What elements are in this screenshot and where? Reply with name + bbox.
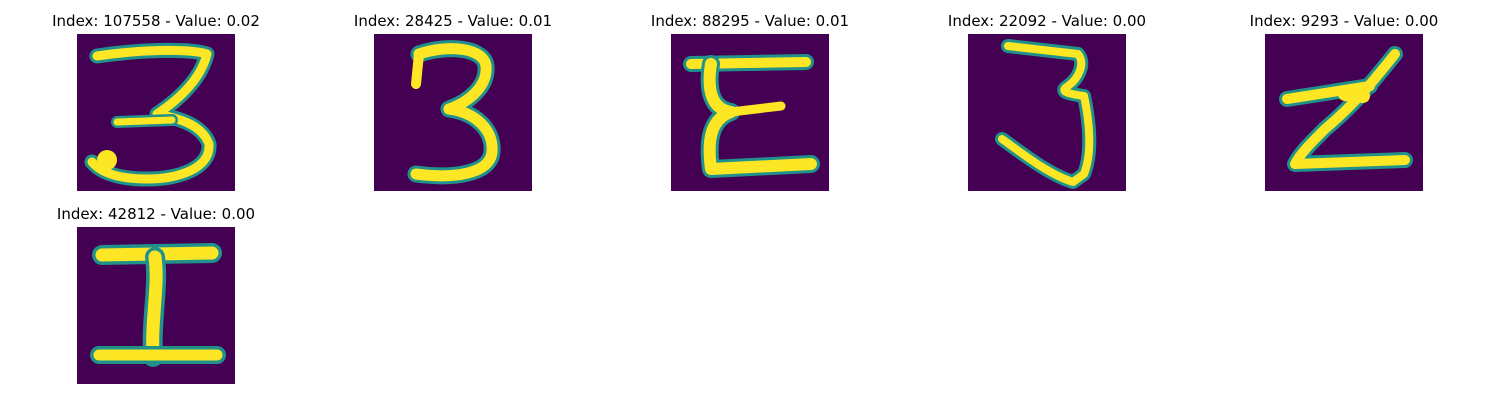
sample-title-6: Index: 42812 - Value: 0.00 [56,205,256,223]
sample-title-5: Index: 9293 - Value: 0.00 [1249,12,1439,30]
sample-title-4: Index: 22092 - Value: 0.00 [947,12,1147,30]
digit-image-4 [968,34,1126,191]
digit-image-6 [77,227,235,384]
sample-title-1: Index: 107558 - Value: 0.02 [52,12,260,30]
digit-image-3 [671,34,829,191]
digit-image-1 [77,34,235,191]
sample-title-2: Index: 28425 - Value: 0.01 [353,12,553,30]
digit-image-2 [374,34,532,191]
digit-image-5 [1265,34,1423,191]
sample-title-3: Index: 88295 - Value: 0.01 [650,12,850,30]
